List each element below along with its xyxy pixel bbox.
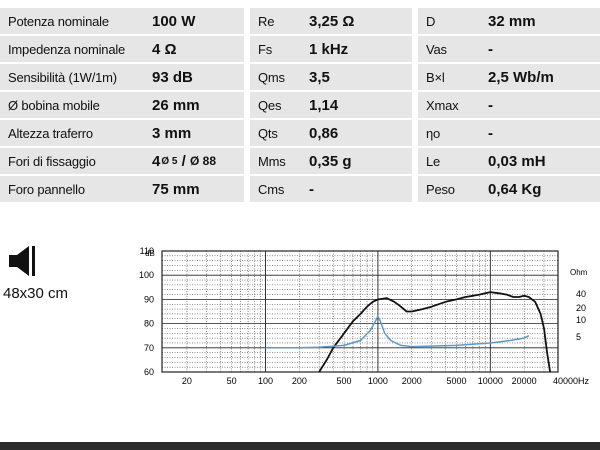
y-left-tick-label: 110 xyxy=(140,246,154,256)
spec-value: 75 mm xyxy=(143,176,250,202)
x-tick-label: 20 xyxy=(182,376,192,386)
box-size-label: 48x30 cm xyxy=(3,285,69,302)
spec-value: 100 W xyxy=(143,8,250,34)
spec-label: Xmax xyxy=(418,92,479,118)
spl-response-line xyxy=(318,291,551,373)
y-left-unit: dB xyxy=(145,249,155,258)
mounting-holes-diameter: Ø 5 xyxy=(161,155,178,167)
spec-label: Peso xyxy=(418,176,479,202)
spec-value: - xyxy=(300,176,418,202)
chart-grid xyxy=(161,250,559,373)
spec-value: 32 mm xyxy=(479,8,600,34)
spec-value: 3 mm xyxy=(143,120,250,146)
frequency-response-chart: dB 60 70 80 90 100 110 Ohm 5 10 20 40 20 50 100 200 500 1… xyxy=(139,246,590,386)
spec-table: Potenza nominale 100 W Re 3,25 Ω D 32 mm… xyxy=(0,8,600,204)
spec-value: - xyxy=(479,36,600,62)
y-right-unit: Ohm xyxy=(570,268,588,277)
speaker-icon xyxy=(9,246,35,276)
spec-label: B×l xyxy=(418,64,479,90)
spec-value: 3,25 Ω xyxy=(300,8,418,34)
spec-value: 26 mm xyxy=(143,92,250,118)
spec-label: Vas xyxy=(418,36,479,62)
y-left-tick-label: 80 xyxy=(144,319,154,329)
spec-value: 0,35 g xyxy=(300,148,418,174)
spec-label: Sensibilità (1W/1m) xyxy=(0,64,143,90)
chart-ticks: dB 60 70 80 90 100 110 Ohm 5 10 20 40 20 50 100 200 500 1… xyxy=(139,246,590,386)
spec-value: 0,03 mH xyxy=(479,148,600,174)
spec-value: 0,86 xyxy=(300,120,418,146)
y-right-tick-label: 10 xyxy=(576,315,586,325)
x-tick-label: 500 xyxy=(337,376,352,386)
spec-label: Le xyxy=(418,148,479,174)
spec-label: Impedenza nominale xyxy=(0,36,143,62)
mounting-holes-separator: / xyxy=(177,152,190,170)
spec-label: Foro pannello xyxy=(0,176,143,202)
x-tick-label: 10000 xyxy=(478,376,503,386)
x-tick-label: 50 xyxy=(227,376,237,386)
y-left-tick-label: 100 xyxy=(139,270,154,280)
spec-value: 2,5 Wb/m xyxy=(479,64,600,90)
spec-label: Fs xyxy=(250,36,300,62)
spec-label: Mms xyxy=(250,148,300,174)
spec-label: Altezza traferro xyxy=(0,120,143,146)
y-left-tick-label: 70 xyxy=(144,343,154,353)
spec-label: D xyxy=(418,8,479,34)
x-tick-label: 20000 xyxy=(512,376,537,386)
spec-value: 0,64 Kg xyxy=(479,176,600,202)
spec-label: Re xyxy=(250,8,300,34)
spec-label: Qes xyxy=(250,92,300,118)
spec-value: 1,14 xyxy=(300,92,418,118)
spec-label: Cms xyxy=(250,176,300,202)
mounting-holes-count: 4 xyxy=(152,152,161,170)
x-tick-label: 100 xyxy=(258,376,273,386)
spec-value: 93 dB xyxy=(143,64,250,90)
spec-label: Qms xyxy=(250,64,300,90)
x-tick-label: 2000 xyxy=(402,376,422,386)
plot-frame xyxy=(161,250,559,373)
spec-value: 3,5 xyxy=(300,64,418,90)
spec-value: - xyxy=(479,92,600,118)
x-tick-label: 40000Hz xyxy=(553,376,590,386)
spec-value: - xyxy=(479,120,600,146)
spec-label: ηo xyxy=(418,120,479,146)
mounting-circle-diameter: Ø 88 xyxy=(189,154,216,168)
spec-label: Potenza nominale xyxy=(0,8,143,34)
spec-label: Fori di fissaggio xyxy=(0,148,143,174)
y-right-tick-label: 20 xyxy=(576,303,586,313)
spec-value-mounting-holes: 4 Ø 5 / Ø 88 xyxy=(143,148,250,174)
bottom-bar xyxy=(0,442,600,450)
y-left-tick-label: 60 xyxy=(144,367,154,377)
x-tick-label: 200 xyxy=(292,376,307,386)
spec-value: 1 kHz xyxy=(300,36,418,62)
spec-label: Ø bobina mobile xyxy=(0,92,143,118)
chart-series xyxy=(265,291,551,373)
x-tick-label: 1000 xyxy=(368,376,388,386)
y-right-tick-label: 5 xyxy=(576,332,581,342)
spec-label: Qts xyxy=(250,120,300,146)
spec-value: 4 Ω xyxy=(143,36,250,62)
x-tick-label: 5000 xyxy=(446,376,466,386)
y-left-tick-label: 90 xyxy=(144,294,154,304)
impedance-line xyxy=(265,315,530,349)
y-right-tick-label: 40 xyxy=(576,289,586,299)
